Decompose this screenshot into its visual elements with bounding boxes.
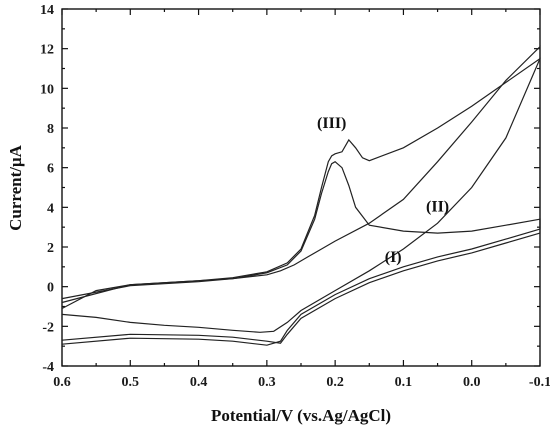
- y-tick-label: 0: [47, 281, 54, 296]
- x-axis: 0.6 0.5 0.4 0.3 0.2 0.1 0.0 -0.1: [53, 9, 550, 390]
- x-tick-label: 0.0: [463, 375, 481, 390]
- y-tick-label: 8: [47, 122, 54, 137]
- y-axis-title: Current/μA: [6, 144, 25, 231]
- cv-curve-1: [61, 45, 541, 333]
- plot-frame: [61, 8, 541, 367]
- y-axis: -4 -2 0 2 4 6 8 10 12 14: [40, 3, 540, 375]
- x-tick-label: 0.2: [326, 375, 344, 390]
- x-tick-label: 0.5: [122, 375, 140, 390]
- x-axis-title: Potential/V (vs.Ag/AgCl): [211, 406, 391, 425]
- x-tick-label: 0.1: [395, 375, 413, 390]
- y-tick-label: 4: [47, 201, 54, 216]
- curve-annotations: (III) (II) (I): [317, 115, 449, 266]
- curve-label: (III): [317, 115, 346, 132]
- x-tick-label: 0.4: [190, 375, 208, 390]
- y-tick-label: -2: [42, 320, 54, 335]
- y-tick-label: 2: [47, 241, 54, 256]
- voltammogram-curves: [61, 45, 541, 346]
- cv-curve-2: [61, 160, 541, 344]
- x-tick-label: -0.1: [529, 375, 550, 390]
- y-tick-label: 14: [40, 3, 54, 18]
- y-tick-label: -4: [42, 360, 54, 375]
- cv-curve-3: [61, 57, 541, 346]
- y-tick-label: 10: [40, 82, 54, 97]
- curve-label: (II): [426, 198, 449, 215]
- y-tick-label: 6: [47, 162, 54, 177]
- x-tick-label: 0.3: [258, 375, 276, 390]
- curve-label: (I): [385, 249, 402, 266]
- x-tick-label: 0.6: [53, 375, 71, 390]
- y-tick-label: 12: [40, 43, 54, 58]
